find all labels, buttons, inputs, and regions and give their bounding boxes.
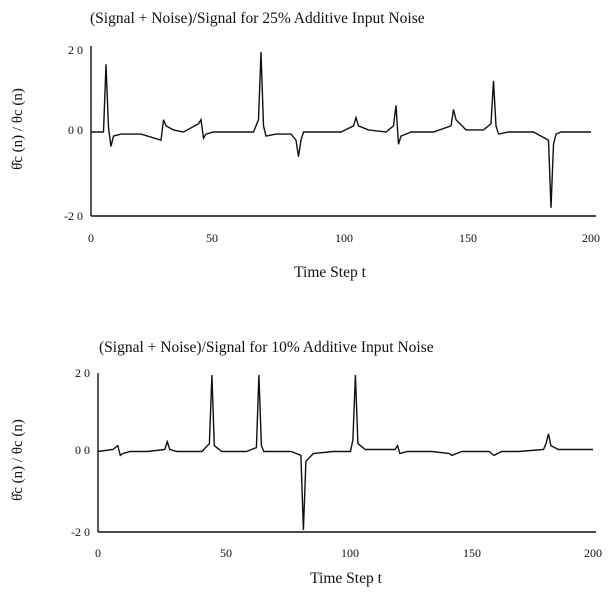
y-tick-label: -2 0 (64, 209, 83, 223)
x-tick-label: 200 (584, 546, 602, 560)
x-axis-label: Time Step t (310, 570, 382, 587)
y-tick-label: 0 0 (68, 123, 83, 137)
x-tick-label: 50 (220, 546, 232, 560)
x-tick-label: 0 (95, 546, 101, 560)
x-tick-label: 100 (335, 231, 353, 245)
x-tick-label: 200 (582, 231, 600, 245)
panel-bottom: (Signal + Noise)/Signal for 10% Additive… (10, 339, 602, 587)
x-tick-label: 150 (463, 546, 481, 560)
x-axis-label: Time Step t (294, 264, 366, 281)
y-tick-label: 2 0 (75, 366, 90, 380)
y-axis-label: θ̂c (n) / θc (n) (10, 88, 26, 170)
series-line (97, 374, 593, 531)
x-tick-label: 100 (341, 546, 359, 560)
chart-title: (Signal + Noise)/Signal for 25% Additive… (90, 10, 425, 27)
y-tick-label: 2 0 (68, 43, 83, 57)
series-line (91, 51, 591, 208)
chart-title: (Signal + Noise)/Signal for 10% Additive… (99, 339, 434, 356)
x-tick-label: 0 (88, 231, 94, 245)
x-tick-label: 50 (206, 231, 218, 245)
x-tick-label: 150 (459, 231, 477, 245)
y-tick-label: 0 0 (75, 443, 90, 457)
y-tick-label: -2 0 (71, 525, 90, 539)
y-axis-label: θ̂c (n) / θc (n) (10, 419, 26, 501)
panel-top: (Signal + Noise)/Signal for 25% Additive… (10, 10, 600, 281)
